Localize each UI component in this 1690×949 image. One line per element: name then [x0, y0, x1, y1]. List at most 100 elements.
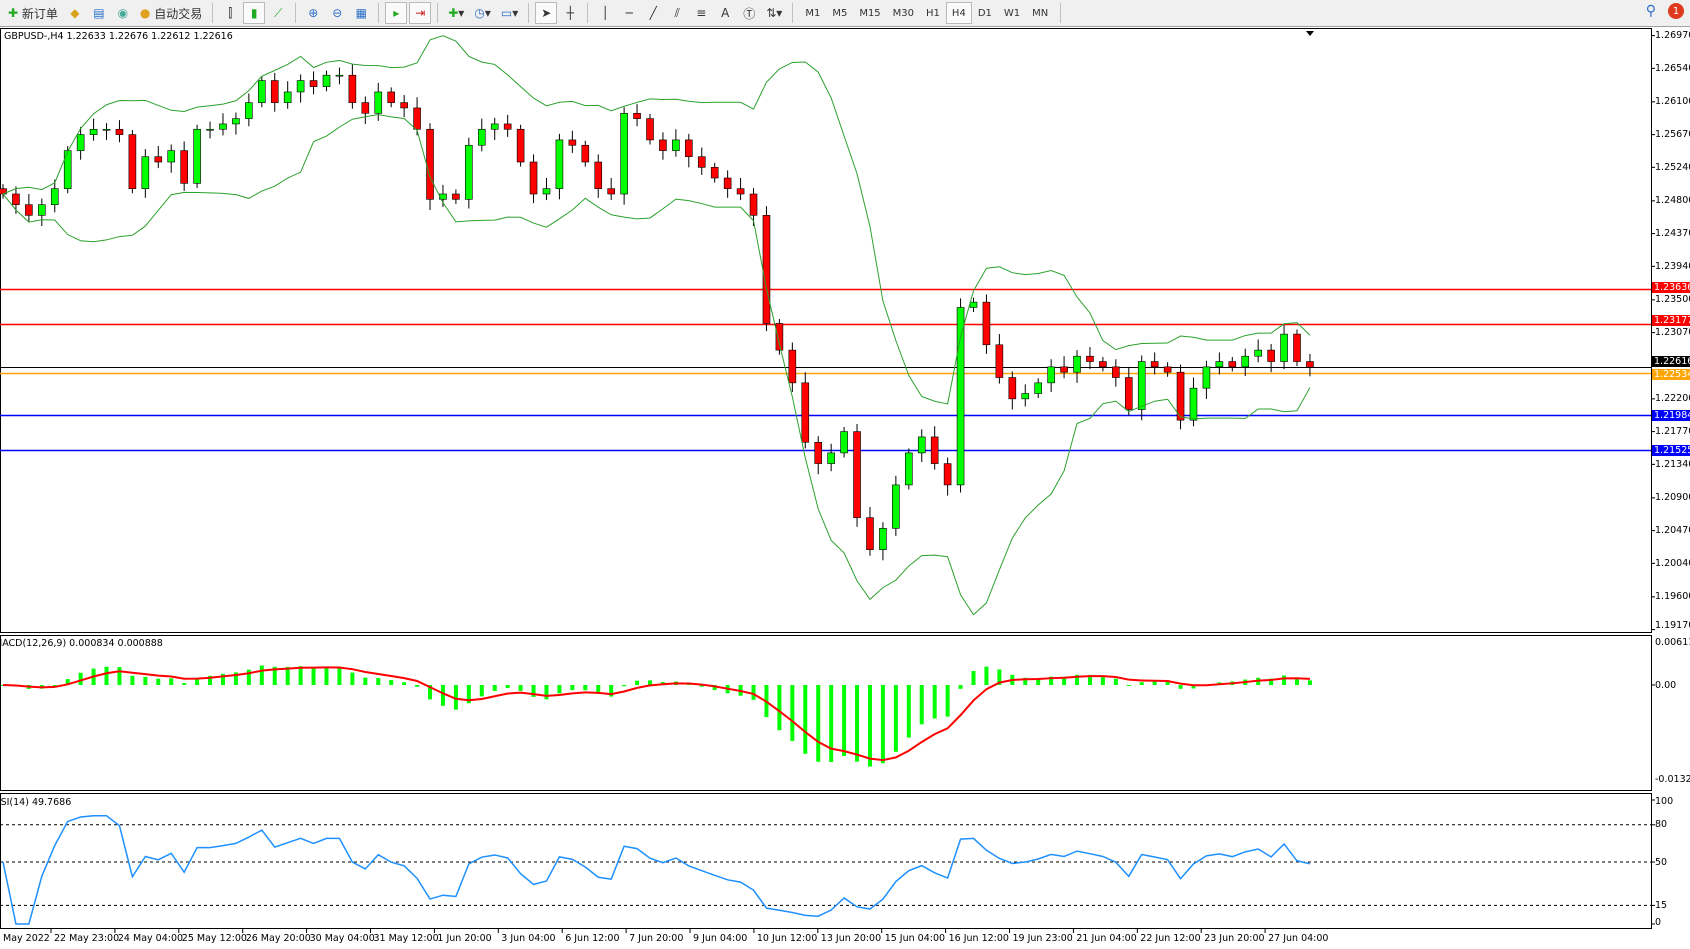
bull-candle — [917, 436, 926, 454]
candlestick-button[interactable]: ▮ — [243, 2, 266, 24]
text-button[interactable]: A — [714, 2, 736, 24]
bear-candle — [1099, 361, 1107, 368]
macd-histogram-bar — [52, 685, 57, 687]
zoom-in-button[interactable]: ⊕ — [302, 2, 324, 24]
data-window-button[interactable]: ▤ — [88, 2, 110, 24]
arrows-icon: ⇅ — [766, 6, 777, 20]
zoom-out-button[interactable]: ⊖ — [326, 2, 348, 24]
price-axis-label: 1.25240 — [1655, 161, 1690, 173]
timeframe-m30[interactable]: M30 — [892, 7, 915, 19]
bull-candle — [1137, 361, 1146, 410]
tile-windows-button[interactable]: ▦ — [350, 2, 372, 24]
macd-histogram-bar — [1269, 678, 1274, 685]
macd-histogram-bar — [816, 685, 821, 762]
new-order-button[interactable]: ✚ 新订单 — [4, 2, 62, 24]
macd-histogram-bar — [402, 682, 407, 685]
timeframe-m1[interactable]: M1 — [805, 7, 821, 19]
level-price-tag: 1.23636 — [1652, 281, 1690, 293]
timeframe-w1[interactable]: W1 — [1003, 7, 1021, 19]
price-axis-label: 1.25670 — [1655, 129, 1690, 141]
macd-histogram-bar — [958, 685, 963, 689]
bear-candle — [503, 123, 512, 130]
price-axis-label: 1.22200 — [1655, 393, 1690, 405]
crosshair-button[interactable]: ┼ — [559, 2, 581, 24]
periods-button[interactable]: ◷ ▾ — [474, 6, 491, 20]
macd-histogram-bar — [648, 680, 652, 685]
macd-histogram-bar — [531, 685, 536, 697]
macd-histogram-bar — [880, 685, 885, 764]
price-axis-label: 1.26100 — [1655, 96, 1690, 108]
cursor-button[interactable]: ➤ — [535, 2, 558, 24]
chart-info: GBPUSD-,H4 1.22633 1.22676 1.22612 1.226… — [4, 31, 233, 42]
chart-shift-button[interactable]: ⇥ — [409, 2, 432, 24]
macd-histogram-bar — [143, 676, 148, 685]
rsi-line — [2, 815, 1311, 925]
trendline-button[interactable]: ╱ — [642, 2, 664, 24]
notification-badge[interactable]: 1 — [1668, 3, 1684, 19]
timeframe-h4[interactable]: H4 — [945, 2, 972, 24]
vertical-line-button[interactable]: │ — [594, 2, 616, 24]
macd-histogram-bar — [298, 666, 303, 685]
bull-candle — [296, 80, 305, 93]
bear-candle — [1060, 366, 1068, 373]
time-axis-label: 23 Jun 20:00 — [1204, 933, 1265, 944]
bar-chart-button[interactable]: ⫿ — [219, 2, 241, 24]
bull-candle — [206, 128, 214, 131]
time-axis-label: 21 Jun 04:00 — [1076, 933, 1137, 944]
bull-candle — [283, 91, 292, 103]
timeframe-m15[interactable]: M15 — [859, 7, 881, 19]
timeframe-m5[interactable]: M5 — [832, 7, 848, 19]
bull-candle — [50, 188, 59, 205]
horizontal-line-icon: ─ — [625, 6, 633, 20]
auto-scroll-button[interactable]: ▸ — [385, 2, 408, 24]
fibonacci-button[interactable]: ≡ — [690, 2, 712, 24]
timeframe-mn[interactable]: MN — [1032, 7, 1049, 19]
auto-trading-label: 自动交易 — [154, 6, 203, 21]
time-axis-label: 1 Jun 20:00 — [437, 933, 492, 944]
bull-candle — [322, 74, 331, 87]
price-axis-label: 1.26970 — [1655, 30, 1690, 42]
macd-histogram-bar — [272, 666, 277, 685]
macd-histogram-bar — [259, 665, 264, 685]
macd-histogram-bar — [997, 669, 1002, 685]
equidistant-channel-button[interactable]: ⫽ — [666, 2, 688, 24]
bear-candle — [710, 167, 719, 179]
search-icon[interactable]: ⚲ — [1645, 3, 1656, 19]
arrows-button[interactable]: ⇅ ▾ — [766, 6, 783, 20]
tile-icon: ▦ — [355, 6, 367, 20]
macd-histogram-bar — [635, 680, 640, 685]
market-watch-button[interactable]: ◆ — [64, 2, 86, 24]
text-label-button[interactable]: Ⓣ — [738, 2, 760, 24]
price-axis-label: 1.23070 — [1655, 327, 1690, 339]
bull-candle — [76, 134, 85, 151]
line-chart-button[interactable]: ⟋ — [267, 2, 289, 24]
timeframe-d1[interactable]: D1 — [977, 7, 992, 19]
bull-candle — [1215, 361, 1224, 368]
macd-histogram-bar — [712, 685, 717, 690]
new-order-icon: ✚ — [8, 6, 19, 20]
auto-scroll-icon: ▸ — [393, 6, 400, 20]
price-axis-label: 1.19600 — [1655, 591, 1690, 603]
horizontal-line-button[interactable]: ─ — [618, 2, 640, 24]
bear-candle — [685, 139, 693, 157]
price-axis-label: 1.19170 — [1655, 620, 1690, 631]
time-axis-label: 10 Jun 12:00 — [756, 933, 818, 944]
timeframe-h1[interactable]: H1 — [926, 7, 940, 19]
bear-candle — [801, 382, 810, 443]
macd-histogram-bar — [337, 667, 342, 685]
bear-candle — [1228, 361, 1237, 368]
templates-button[interactable]: ▭ ▾ — [500, 6, 519, 20]
bull-candle — [257, 80, 266, 103]
rsi-axis-label: 100 — [1655, 796, 1674, 807]
time-axis-label: 6 Jun 12:00 — [565, 933, 620, 944]
macd-histogram-bar — [182, 683, 187, 685]
auto-trading-button[interactable]: ● 自动交易 — [136, 2, 206, 24]
bollinger-upper-band — [2, 35, 1311, 405]
bear-candle — [1150, 361, 1159, 368]
level-price-tag: 1.22616 — [1652, 355, 1690, 367]
indicators-button[interactable]: ✚ ▾ — [448, 6, 465, 20]
signals-button[interactable]: ◉ — [112, 2, 134, 24]
bull-candle — [1254, 349, 1262, 357]
bear-candle — [361, 102, 370, 114]
